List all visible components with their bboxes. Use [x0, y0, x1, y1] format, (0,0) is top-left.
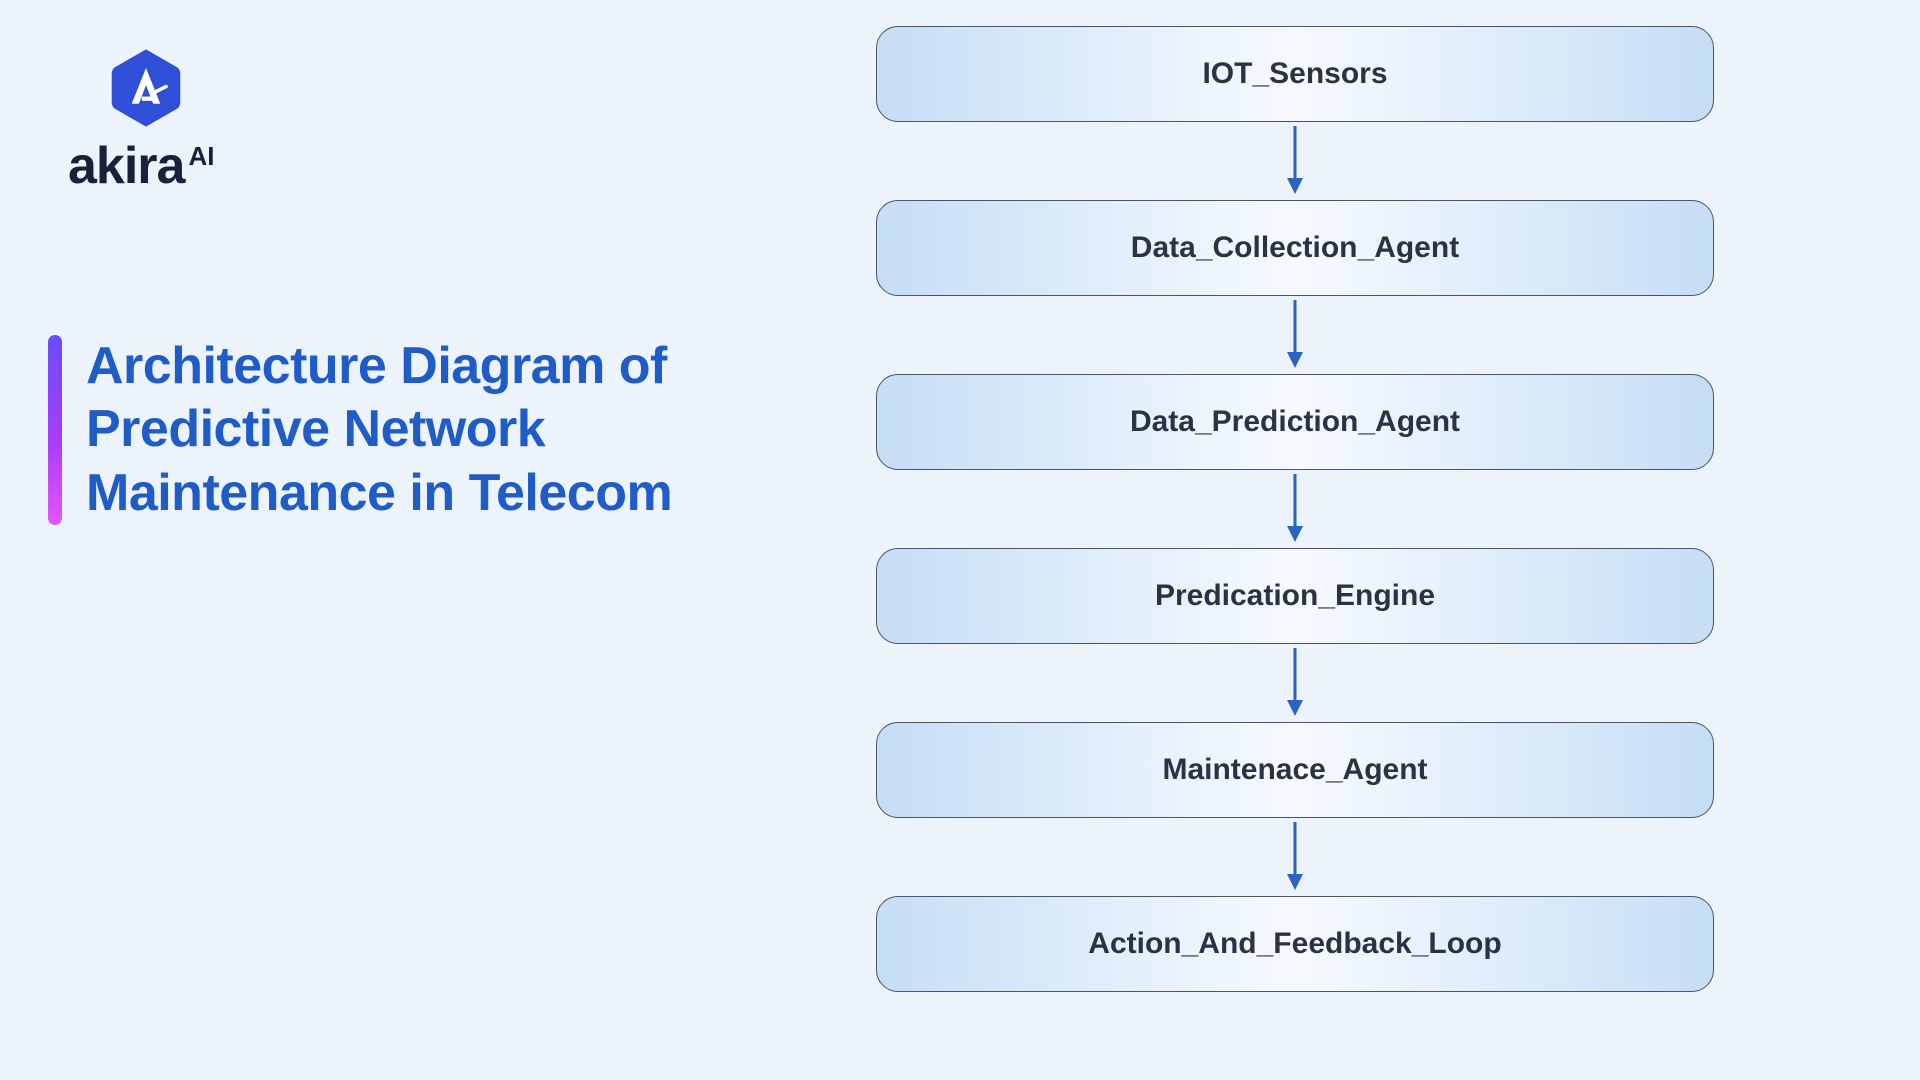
flow-node-label: IOT_Sensors [1202, 57, 1387, 91]
flow-node-label: Predication_Engine [1155, 579, 1435, 613]
logo: akira AI [68, 48, 214, 196]
flow-node-label: Data_Prediction_Agent [1130, 405, 1460, 439]
flow-node-label: Action_And_Feedback_Loop [1088, 927, 1501, 961]
logo-main-text: akira [68, 136, 184, 196]
title-block: Architecture Diagram of Predictive Netwo… [48, 335, 672, 525]
logo-text: akira AI [68, 136, 214, 196]
logo-sup-text: AI [188, 141, 214, 172]
logo-hex-icon [110, 48, 182, 128]
flow-node: Predication_Engine [876, 548, 1714, 644]
page-title: Architecture Diagram of Predictive Netwo… [86, 335, 672, 525]
flow-node: Action_And_Feedback_Loop [876, 896, 1714, 992]
flow-node: Maintenace_Agent [876, 722, 1714, 818]
title-line-3: Maintenance in Telecom [86, 462, 672, 525]
flow-arrow-icon [1283, 122, 1307, 200]
flowchart: IOT_Sensors Data_Collection_Agent Data_P… [876, 26, 1714, 992]
flow-node: IOT_Sensors [876, 26, 1714, 122]
flow-arrow-icon [1283, 644, 1307, 722]
flow-node-label: Maintenace_Agent [1162, 753, 1427, 787]
flow-arrow-icon [1283, 296, 1307, 374]
flow-node: Data_Prediction_Agent [876, 374, 1714, 470]
title-line-2: Predictive Network [86, 398, 672, 461]
title-line-1: Architecture Diagram of [86, 335, 672, 398]
title-accent-bar [48, 335, 62, 525]
flow-arrow-icon [1283, 818, 1307, 896]
flow-node: Data_Collection_Agent [876, 200, 1714, 296]
flow-arrow-icon [1283, 470, 1307, 548]
flow-node-label: Data_Collection_Agent [1131, 231, 1459, 265]
